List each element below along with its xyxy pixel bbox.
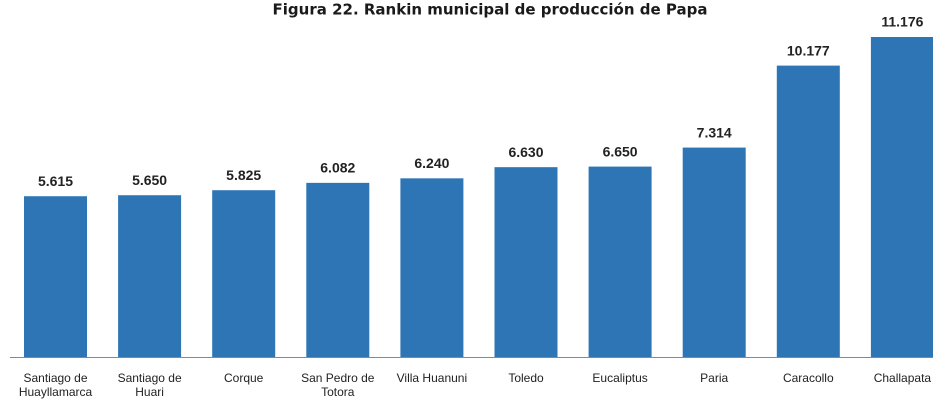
value-label: 6.082 <box>320 160 355 176</box>
x-tick-label: Paria <box>700 371 729 385</box>
bar <box>212 190 276 357</box>
value-label: 6.240 <box>414 155 449 171</box>
bar <box>306 182 370 357</box>
value-label: 10.177 <box>787 42 830 58</box>
x-tick-label: Toledo <box>508 371 544 385</box>
x-tick-label: Santiago de Huayllamarca <box>18 371 93 399</box>
bar <box>870 37 933 357</box>
bar <box>118 195 182 357</box>
value-label: 6.630 <box>508 144 543 160</box>
x-tick-label: Challapata <box>873 371 932 385</box>
value-label: 5.615 <box>38 173 73 189</box>
x-tick-label: Santiago de Huari <box>117 371 182 399</box>
value-label: 5.825 <box>226 167 261 183</box>
bar <box>588 166 652 357</box>
bar <box>494 167 558 357</box>
bar <box>776 65 840 357</box>
x-tick-label: Corque <box>224 371 264 385</box>
value-label: 7.314 <box>697 124 732 140</box>
value-label: 5.650 <box>132 172 167 188</box>
x-tick-label: San Pedro de Totora <box>301 371 375 399</box>
bar <box>682 147 746 357</box>
value-label: 6.650 <box>603 143 638 159</box>
x-tick-label: Villa Huanuni <box>396 371 468 385</box>
value-label: 11.176 <box>881 14 923 30</box>
bar <box>24 196 87 357</box>
x-tick-label: Caracollo <box>782 371 834 385</box>
bar <box>400 178 464 357</box>
x-tick-label: Eucaliptus <box>592 371 648 385</box>
chart-title: Figura 22. Rankin municipal de producció… <box>273 1 708 19</box>
